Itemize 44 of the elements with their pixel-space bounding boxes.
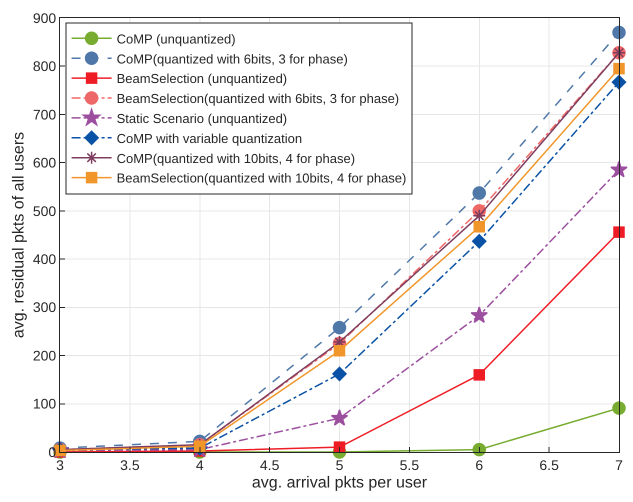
x-tick-label: 3: [56, 456, 64, 473]
y-tick-label: 200: [32, 347, 56, 364]
y-tick-label: 700: [32, 106, 56, 122]
point: [472, 234, 486, 249]
y-tick-label: 400: [32, 251, 56, 268]
legend-label: BeamSelection(quantized with 10bits, 4 for phase): [116, 170, 406, 186]
y-tick-label: 600: [32, 154, 56, 171]
x-tick-label: 4.5: [260, 456, 280, 473]
x-tick-label: 5: [336, 456, 344, 473]
point: [472, 208, 486, 222]
point: [474, 221, 485, 233]
legend-label: CoMP(quantized with 10bits, 4 for phase): [116, 150, 356, 166]
point: [334, 441, 346, 453]
x-axis-title: avg. arrival pkts per user: [252, 474, 428, 492]
x-tick-label: 7: [615, 456, 624, 473]
x-tick-label: 6: [475, 456, 484, 473]
y-axis-title: avg. residual pkts of all users: [10, 132, 28, 338]
point: [472, 442, 486, 456]
y-tick-label: 300: [32, 299, 56, 316]
point: [332, 366, 347, 382]
y-tick-label: 800: [32, 58, 56, 74]
x-tick-label: 3.5: [120, 456, 140, 473]
legend-label: CoMP(quantized with 6bits, 3 for phase): [116, 51, 348, 66]
legend-label: CoMP with variable quantization: [116, 130, 302, 146]
legend-label: BeamSelection(quantized with 6bits, 3 for phase): [116, 91, 400, 106]
legend-label: Static Scenario (unquantized): [116, 110, 288, 126]
y-tick-label: 900: [32, 10, 56, 26]
point: [474, 369, 485, 381]
point: [612, 401, 626, 415]
point: [330, 409, 348, 426]
y-tick-label: 500: [32, 202, 56, 219]
point: [332, 320, 346, 334]
legend-label: CoMP (unquantized): [116, 31, 236, 46]
point: [613, 62, 625, 74]
point: [334, 344, 346, 356]
x-tick-label: 5.5: [400, 456, 420, 473]
legend-label: BeamSelection (unquantized): [116, 71, 288, 86]
y-tick-label: 100: [32, 396, 56, 412]
point: [472, 186, 486, 200]
x-tick-label: 6.5: [539, 456, 560, 473]
point: [613, 226, 625, 238]
x-tick-label: 4: [196, 456, 204, 473]
point: [470, 306, 488, 324]
point: [612, 26, 626, 40]
